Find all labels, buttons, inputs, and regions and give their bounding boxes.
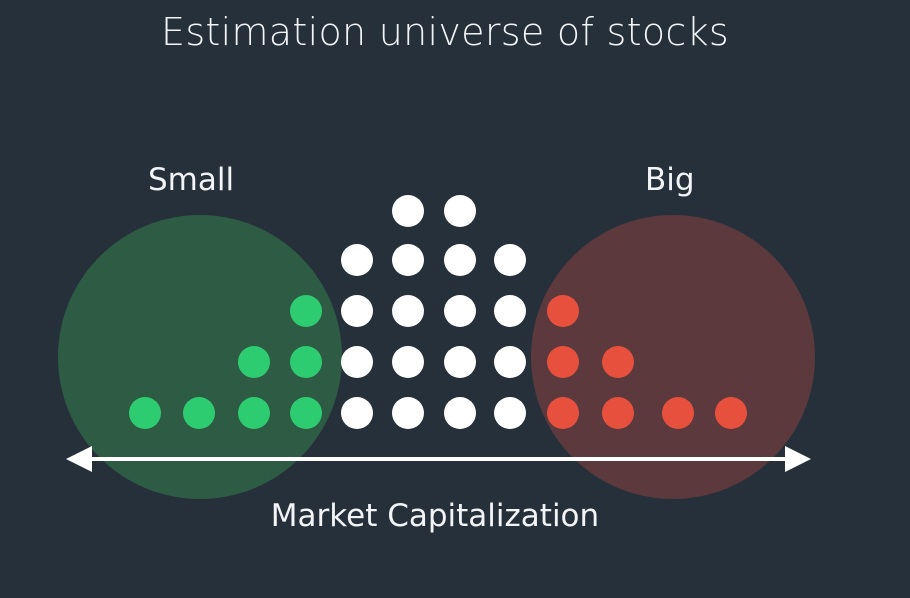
middle-stock-dot	[341, 397, 373, 429]
big-stock-dot	[715, 397, 747, 429]
market-cap-axis	[66, 446, 811, 472]
middle-stock-dot	[341, 244, 373, 276]
middle-stock-dot	[392, 397, 424, 429]
middle-stock-dot	[494, 346, 526, 378]
middle-stock-dot	[444, 244, 476, 276]
big-stock-dot	[547, 295, 579, 327]
big-stock-dot	[662, 397, 694, 429]
middle-stock-dot	[494, 397, 526, 429]
small-stock-dot	[290, 346, 322, 378]
middle-stock-dot	[392, 195, 424, 227]
big-stock-dot	[547, 397, 579, 429]
diagram-title: Estimation universe of stocks	[161, 10, 729, 54]
middle-stock-dot	[444, 346, 476, 378]
small-stock-dot	[238, 397, 270, 429]
small-stock-dot	[183, 397, 215, 429]
axis-label: Market Capitalization	[270, 498, 600, 534]
small-stock-dot	[290, 397, 322, 429]
big-cap-region	[531, 215, 815, 499]
small-stock-dot	[290, 295, 322, 327]
middle-stock-dot	[494, 244, 526, 276]
small-stock-dot	[129, 397, 161, 429]
big-stock-dot	[602, 397, 634, 429]
middle-stock-dot	[494, 295, 526, 327]
middle-stock-dot	[341, 346, 373, 378]
middle-stock-dot	[392, 346, 424, 378]
big-stock-dot	[602, 346, 634, 378]
middle-stock-dot	[444, 295, 476, 327]
middle-stock-dot	[444, 195, 476, 227]
stock-dots	[129, 195, 747, 429]
axis-arrow-left	[66, 446, 92, 472]
middle-stock-dot	[392, 295, 424, 327]
big-stock-dot	[547, 346, 579, 378]
middle-stock-dot	[392, 244, 424, 276]
small-stock-dot	[238, 346, 270, 378]
axis-arrow-right	[785, 446, 811, 472]
small-cap-region	[58, 215, 342, 499]
big-cap-label: Big	[645, 162, 695, 198]
middle-stock-dot	[341, 295, 373, 327]
middle-stock-dot	[444, 397, 476, 429]
small-cap-label: Small	[148, 162, 235, 198]
